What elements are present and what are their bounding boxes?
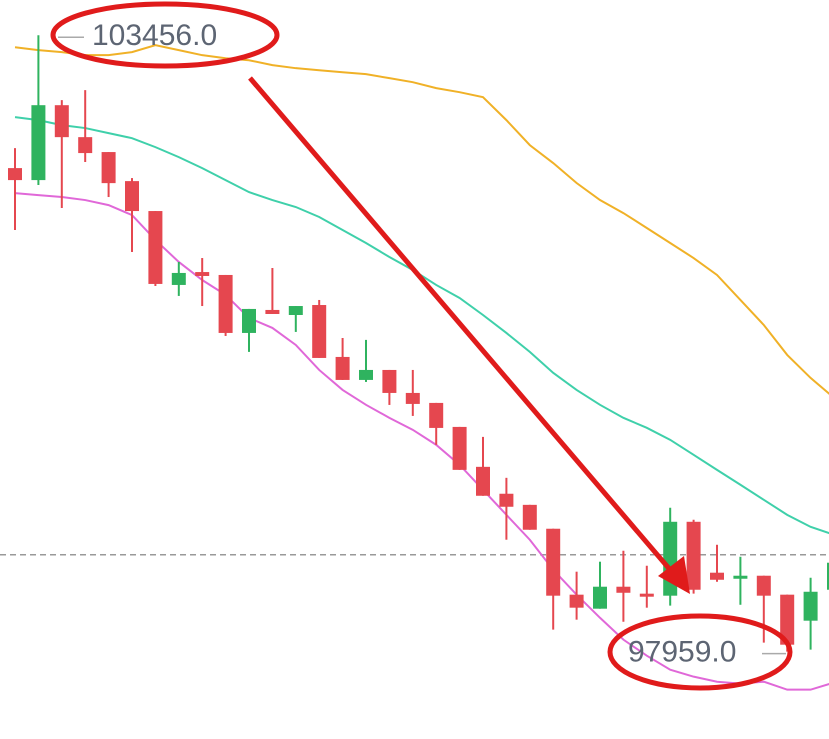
candle-body: [265, 309, 280, 314]
moving-average-line: [14, 44, 829, 395]
candle-body: [101, 152, 116, 184]
candle-body: [195, 272, 210, 276]
candle-body: [125, 181, 139, 212]
candle-body: [499, 493, 514, 507]
candle-body: [522, 504, 537, 530]
candle-body: [569, 594, 584, 608]
candle-body: [803, 591, 818, 621]
plot-area: [0, 35, 829, 691]
candle-body: [452, 426, 467, 470]
candle-body: [148, 211, 163, 284]
candle-body: [54, 105, 69, 138]
annotation-label: 103456.0: [92, 19, 217, 52]
candle-body: [335, 356, 350, 380]
candle-body: [710, 572, 724, 580]
highlight-ellipse: [607, 613, 793, 691]
arrow: [248, 76, 674, 574]
candle-body: [8, 168, 22, 181]
candle-body: [827, 562, 829, 590]
annotation-label: 97959.0: [628, 636, 736, 669]
candle-body: [218, 274, 233, 333]
candle-body: [780, 594, 795, 645]
moving-average-line: [14, 116, 829, 535]
candle-body: [312, 305, 327, 358]
candle-body: [639, 593, 654, 597]
candle-body: [686, 521, 701, 590]
candle-body: [593, 586, 607, 609]
candle-body: [429, 402, 444, 428]
candle-body: [405, 392, 420, 404]
candle-body: [288, 306, 303, 316]
candle-body: [78, 137, 93, 154]
candle-body: [756, 575, 771, 596]
candle-body: [546, 528, 561, 596]
candle-body: [171, 272, 186, 285]
arrow-head: [658, 556, 690, 594]
candle-body: [733, 575, 748, 579]
candle-body: [242, 308, 256, 333]
candle-body: [359, 369, 373, 380]
candle-body: [382, 369, 397, 393]
candle-body: [476, 466, 490, 496]
candle-body: [31, 105, 46, 181]
candle-body: [616, 586, 631, 593]
highlight-ellipse: [50, 1, 280, 69]
